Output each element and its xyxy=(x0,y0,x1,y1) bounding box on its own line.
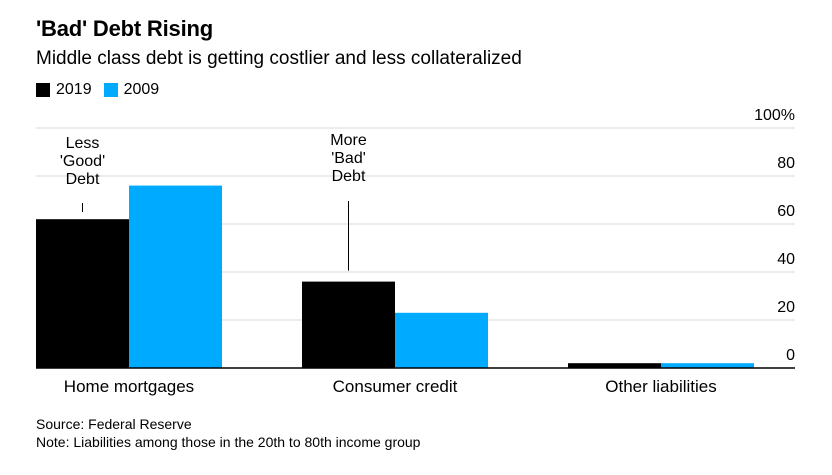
legend-label-2019: 2019 xyxy=(56,81,92,98)
x-tick-label-other-liabilities: Other liabilities xyxy=(605,377,717,396)
bar-2019-home-mortgages xyxy=(36,219,129,368)
source-note: Source: Federal Reserve xyxy=(36,416,192,432)
legend-item-2009: 2009 xyxy=(103,81,160,99)
y-tick-label-20: 20 xyxy=(777,299,795,316)
annotation-1-line-1: 'Bad' xyxy=(331,150,366,167)
annotation-0-line-0: Less xyxy=(66,135,100,152)
y-tick-label-60: 60 xyxy=(777,203,795,220)
chart-title: 'Bad' Debt Rising xyxy=(36,16,213,41)
annotation-0-line-2: Debt xyxy=(66,171,100,188)
y-tick-label-40: 40 xyxy=(777,251,795,268)
annotation-0-line-1: 'Good' xyxy=(60,153,105,170)
footnote: Note: Liabilities among those in the 20t… xyxy=(36,434,421,450)
y-tick-label-0: 0 xyxy=(786,347,795,364)
y-tick-label-100: 100% xyxy=(754,107,795,124)
bar-2009-home-mortgages xyxy=(129,185,222,368)
legend: 2019 2009 xyxy=(36,81,171,99)
x-tick-label-home-mortgages: Home mortgages xyxy=(64,377,194,396)
legend-swatch-2009 xyxy=(103,83,118,97)
bar-2019-other-liabilities xyxy=(568,363,661,368)
bar-2009-other-liabilities xyxy=(661,363,754,368)
legend-swatch-2019 xyxy=(36,83,50,97)
y-tick-label-80: 80 xyxy=(777,155,795,172)
annotation-1-line-2: Debt xyxy=(332,168,366,185)
legend-label-2009: 2009 xyxy=(123,81,160,98)
chart-subtitle: Middle class debt is getting costlier an… xyxy=(36,48,522,69)
annotation-1-line-0: More xyxy=(330,132,367,149)
bar-2009-consumer-credit xyxy=(395,312,488,368)
bar-2019-consumer-credit xyxy=(302,281,395,368)
x-tick-label-consumer-credit: Consumer credit xyxy=(333,377,458,396)
legend-item-2019: 2019 xyxy=(36,81,92,99)
